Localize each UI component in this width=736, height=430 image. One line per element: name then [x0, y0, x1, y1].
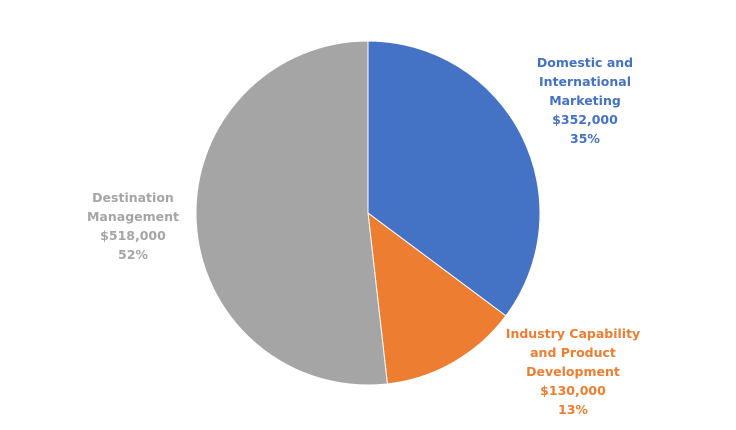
- data-label-percent: 52%: [118, 247, 148, 262]
- data-label-line: Domestic and: [536, 55, 634, 70]
- data-label-line: Industry Capability: [505, 326, 641, 341]
- data-label-line: International: [539, 74, 631, 89]
- data-label-domestic-international-marketing: Domestic and International Marketing $35…: [500, 53, 670, 148]
- data-label-line: and Product: [530, 345, 616, 360]
- data-label-line: Marketing: [549, 93, 621, 108]
- pie-slice-industry-capability-and-product-development: [367, 211, 507, 385]
- data-label-destination-management: Destination Management $518,000 52%: [48, 188, 218, 264]
- data-label-line: Destination: [92, 190, 174, 205]
- data-label-industry-capability: Industry Capability and Product Developm…: [488, 324, 658, 419]
- data-label-percent: 13%: [558, 402, 588, 417]
- data-label-line: Development: [526, 364, 620, 379]
- data-label-value: $130,000: [540, 383, 606, 398]
- data-label-line: Management: [86, 209, 179, 224]
- data-label-percent: 35%: [570, 131, 600, 146]
- data-label-value: $518,000: [100, 228, 166, 243]
- pie-slice-destination-management: [195, 40, 388, 386]
- pie-slice-domestic-and-international-marketing: [367, 40, 541, 317]
- data-label-value: $352,000: [552, 112, 618, 127]
